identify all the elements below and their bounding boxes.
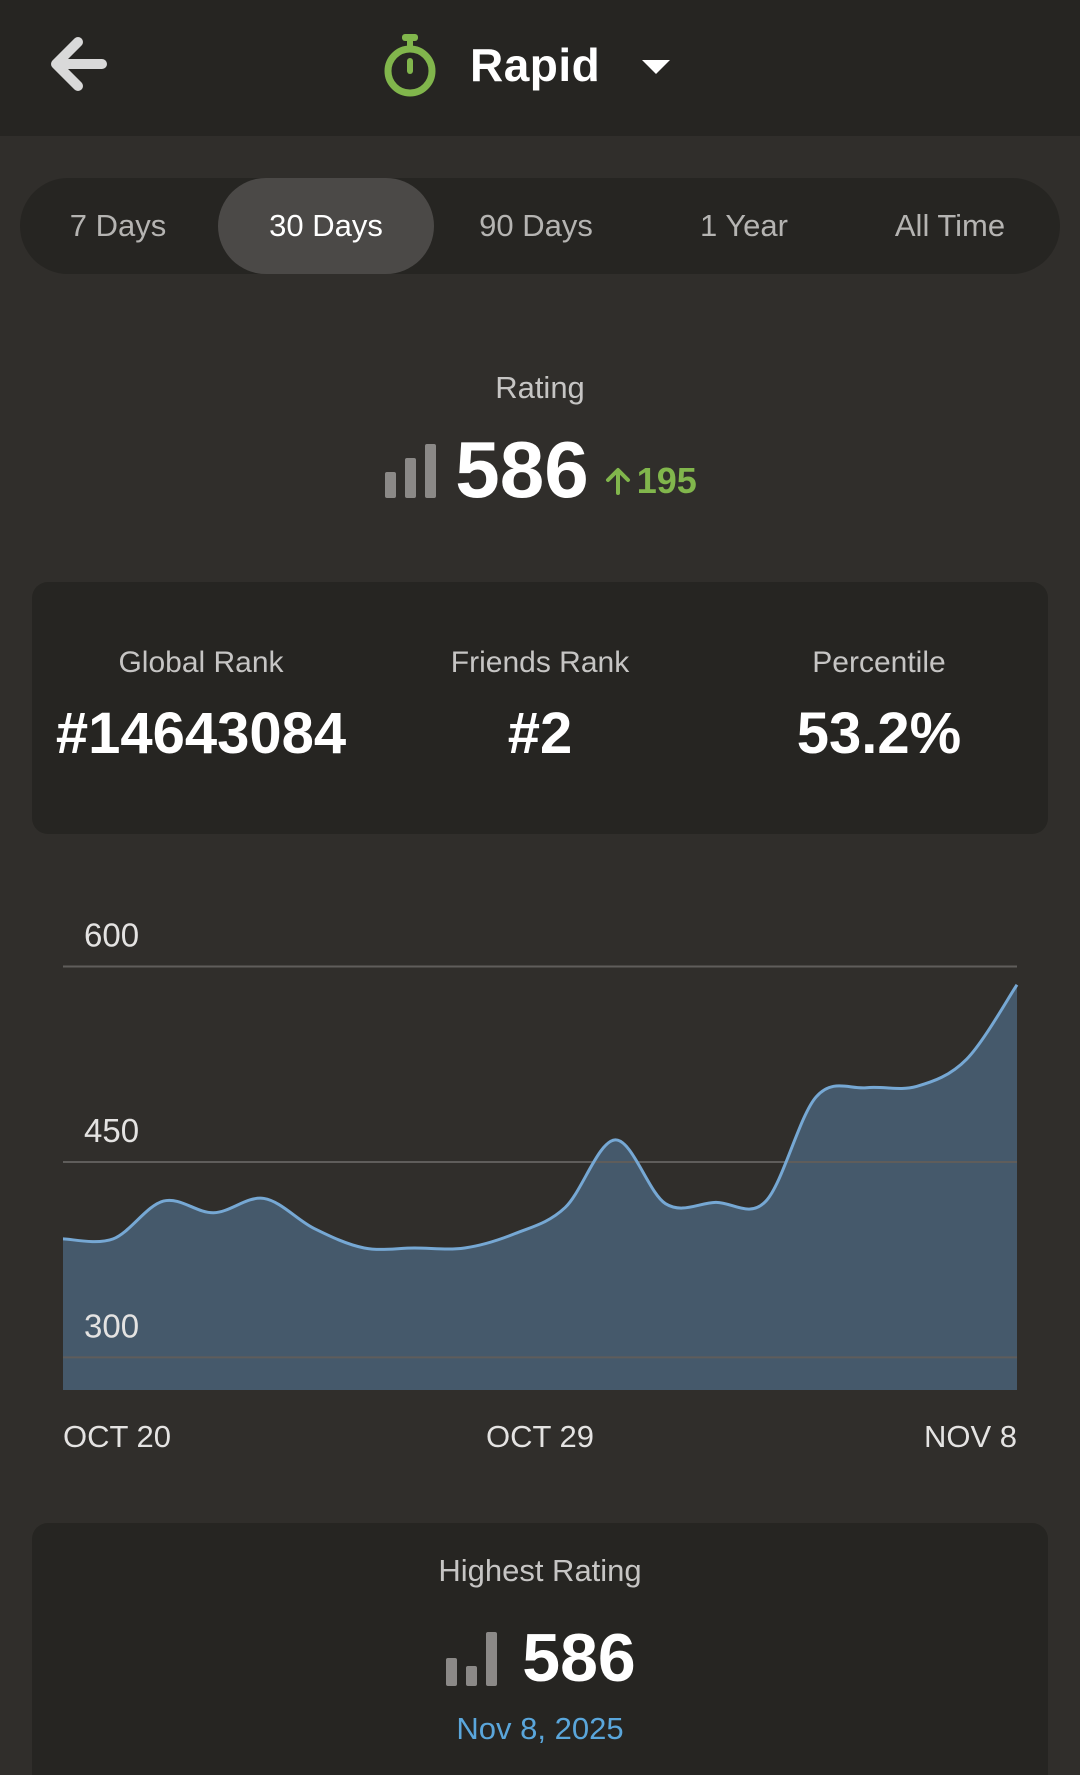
global-rank-value: #14643084 (55, 701, 347, 766)
highest-rating-card: Highest Rating 586 Nov 8, 2025 (32, 1523, 1048, 1775)
global-rank-stat: Global Rank #14643084 (32, 646, 370, 767)
x-tick-label: NOV 8 (924, 1419, 1017, 1454)
y-tick-label: 300 (84, 1307, 139, 1344)
x-tick-label: OCT 20 (63, 1419, 171, 1454)
arrow-up-icon (605, 468, 630, 495)
highest-rating-date: Nov 8, 2025 (456, 1711, 624, 1746)
percentile-value: 53.2% (796, 701, 962, 766)
tab-90-days[interactable]: 90 Days (479, 208, 593, 243)
tab-1-year[interactable]: 1 Year (700, 208, 788, 243)
percentile-label: Percentile (812, 646, 946, 679)
rating-change-value: 195 (636, 460, 697, 501)
rating-bars-icon (385, 444, 437, 498)
game-mode-selector[interactable]: Rapid (380, 20, 710, 110)
time-range-tabs: 7 Days 30 Days 90 Days 1 Year All Time (20, 178, 1060, 274)
back-button[interactable] (38, 28, 118, 100)
rating-bars-icon (446, 1632, 498, 1686)
friends-rank-stat: Friends Rank #2 (371, 646, 709, 767)
tab-7-days[interactable]: 7 Days (69, 208, 167, 243)
stopwatch-icon (384, 34, 436, 97)
rating-summary: 586 195 (0, 425, 1080, 515)
rating-change: 195 (605, 460, 697, 502)
top-bar: Rapid (0, 0, 1080, 136)
current-rating: 586 (455, 425, 589, 514)
highest-rating-label: Highest Rating (438, 1553, 642, 1588)
tab-30-days[interactable]: 30 Days (218, 178, 434, 274)
friends-rank-label: Friends Rank (450, 646, 630, 679)
rating-history-chart[interactable]: 600 450 300 OCT 20 OCT 29 NOV 8 (0, 900, 1080, 1460)
highest-rating-row: 586 (32, 1619, 1048, 1697)
page-title: Rapid (470, 39, 601, 91)
chart-area-fill (63, 984, 1017, 1390)
tab-all-time[interactable]: All Time (894, 208, 1006, 243)
rank-stats-card: Global Rank #14643084 Friends Rank #2 Pe… (32, 582, 1048, 834)
global-rank-label: Global Rank (118, 646, 284, 679)
rating-label: Rating (495, 370, 585, 405)
highest-rating-value: 586 (522, 1620, 636, 1696)
chart-series-line (62, 983, 1019, 1251)
percentile-stat: Percentile 53.2% (710, 646, 1048, 767)
friends-rank-value: #2 (507, 701, 573, 766)
x-tick-label: OCT 29 (486, 1419, 594, 1454)
y-tick-label: 600 (84, 917, 139, 954)
caret-down-icon (642, 60, 671, 74)
arrow-left-icon (51, 37, 107, 91)
y-tick-label: 450 (84, 1112, 139, 1149)
